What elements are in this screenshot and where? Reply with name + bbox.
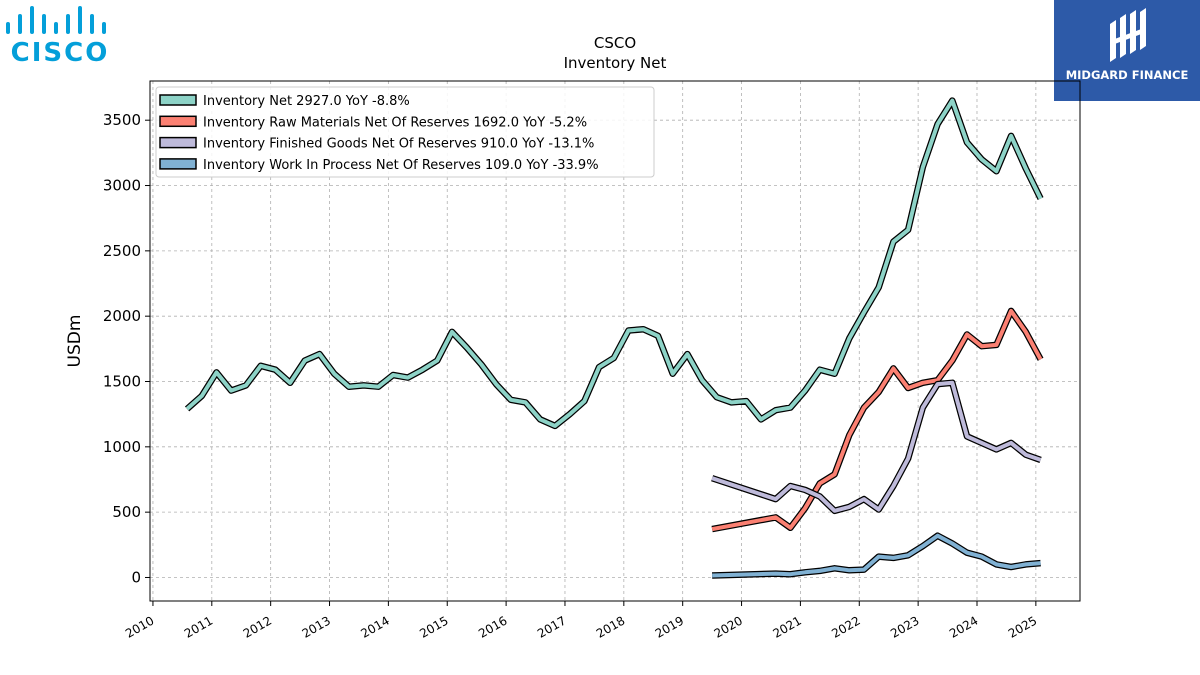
legend-label-2: Inventory Finished Goods Net Of Reserves… (203, 137, 594, 152)
y-tick-label: 2500 (103, 242, 141, 260)
x-tick-label: 2020 (712, 613, 745, 640)
x-tick-label: 2010 (123, 613, 156, 640)
y-tick-label: 1000 (103, 438, 141, 456)
x-tick-label: 2015 (417, 613, 450, 640)
legend-swatch-0 (159, 94, 197, 106)
y-axis-ticks: 0 500 1000 1500 2000 2500 3000 3500 (103, 111, 150, 586)
x-tick-label: 2021 (770, 613, 803, 640)
series-line-0 (185, 98, 1043, 428)
x-tick-label: 2019 (653, 613, 686, 640)
brand-logo: MIDGARD FINANCE (1054, 0, 1200, 101)
y-tick-label: 1500 (103, 373, 141, 391)
brand-name: MIDGARD FINANCE (1065, 68, 1189, 82)
y-tick-label: 0 (131, 568, 141, 586)
y-tick-label: 3000 (103, 177, 141, 195)
legend-label-0: Inventory Net 2927.0 YoY -8.8% (203, 94, 410, 109)
series-line-outline-3 (712, 532, 1041, 579)
x-tick-label: 2012 (241, 613, 274, 640)
x-tick-label: 2014 (358, 613, 391, 640)
x-tick-label: 2013 (300, 613, 333, 640)
plot-frame (149, 80, 1081, 602)
chart-title: CSCO (594, 34, 636, 52)
legend-label-1: Inventory Raw Materials Net Of Reserves … (203, 115, 587, 130)
series-line-2 (711, 380, 1042, 513)
brand-emblem-icon (1110, 8, 1146, 62)
x-tick-label: 2025 (1006, 613, 1039, 640)
series-lines (184, 97, 1044, 579)
legend-label-3: Inventory Work In Process Net Of Reserve… (203, 158, 599, 173)
y-axis-label: USDm (65, 315, 85, 368)
bridge-bars-icon (6, 6, 106, 34)
legend-swatch-1 (159, 115, 197, 128)
x-tick-label: 2018 (594, 613, 627, 640)
legend-box (155, 86, 655, 178)
y-tick-label: 500 (112, 503, 141, 521)
x-tick-label: 2023 (888, 613, 921, 640)
legend-swatch-3 (159, 158, 197, 170)
chart-subtitle: Inventory Net (564, 54, 667, 72)
x-tick-label: 2016 (476, 613, 509, 640)
x-axis-ticks: 2010 2011 2012 2013 2014 2015 2016 2017 2018 2019… (123, 601, 1039, 641)
x-tick-label: 2022 (829, 613, 862, 640)
x-tick-label: 2011 (182, 613, 215, 640)
x-tick-label: 2024 (947, 613, 980, 640)
company-logo: CISCO (4, 4, 116, 68)
series-line-1 (711, 308, 1043, 532)
y-tick-label: 2000 (103, 307, 141, 325)
series-line-3 (712, 533, 1041, 578)
legend: Inventory Net 2927.0 YoY -8.8% Inventory … (155, 86, 655, 178)
x-tick-label: 2017 (535, 613, 568, 640)
company-logo-wordmark: CISCO (10, 38, 110, 68)
y-tick-label: 3500 (103, 111, 141, 129)
legend-swatch-2 (159, 136, 197, 149)
